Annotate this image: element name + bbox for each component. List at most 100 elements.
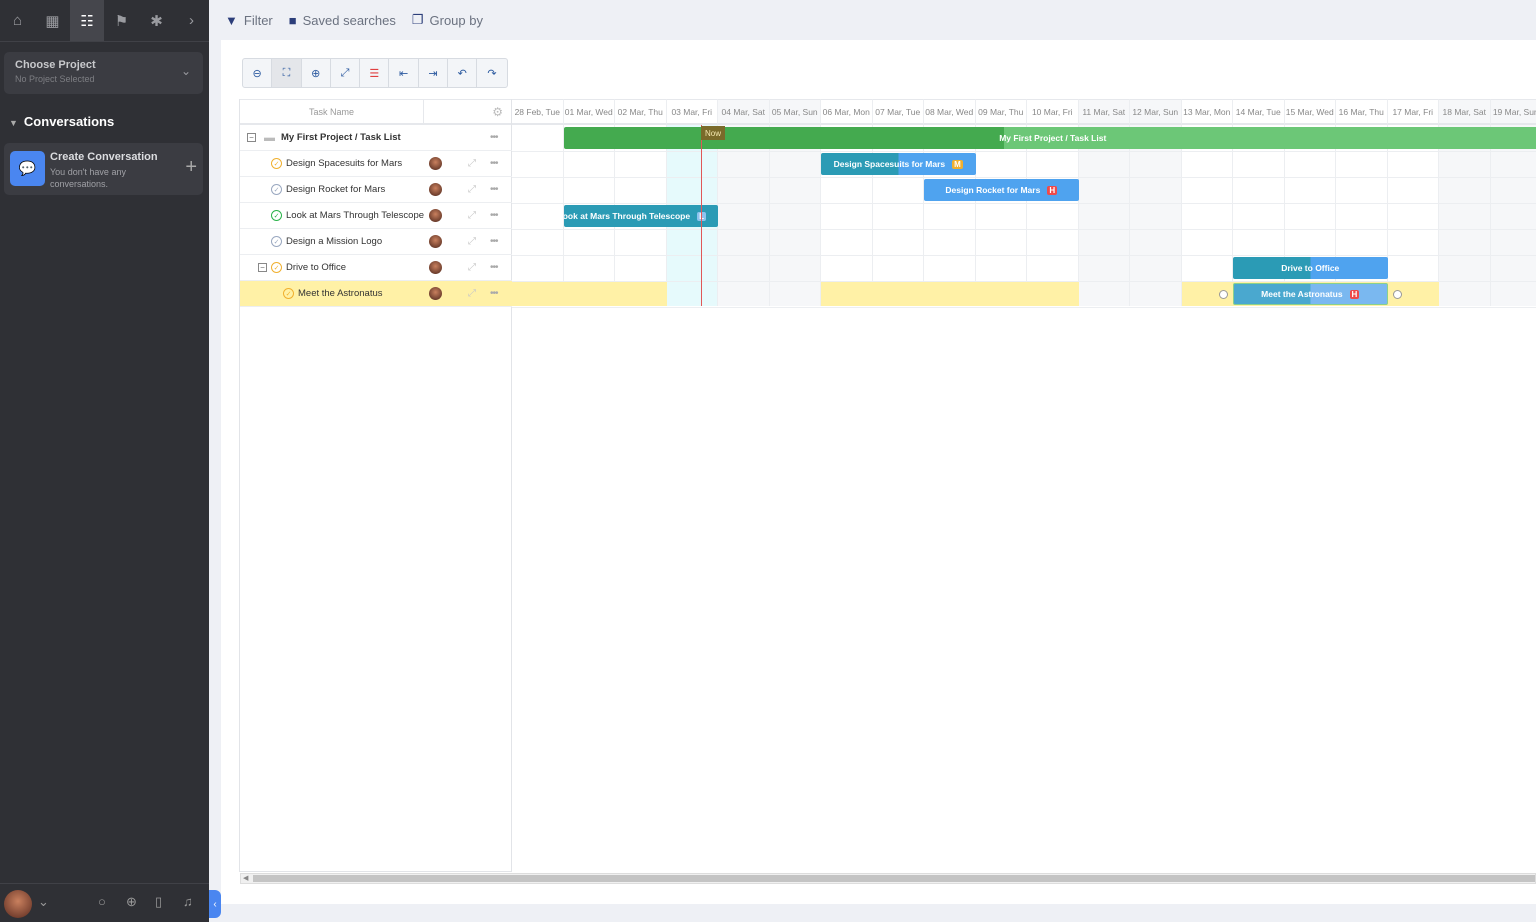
expand-icon[interactable]: ⤢ — [468, 288, 476, 299]
task-row[interactable]: − ✓ Drive to Office ⤢ ••• — [240, 255, 512, 281]
gear-icon[interactable]: ⚙ — [492, 104, 503, 119]
project-selector[interactable]: Choose Project No Project Selected ⌄ — [4, 52, 203, 94]
more-options-icon[interactable]: ••• — [490, 158, 498, 169]
task-name-header[interactable]: Task Name — [240, 100, 424, 123]
filter-icon: ▼ — [225, 12, 238, 28]
more-options-icon[interactable]: ••• — [490, 132, 498, 143]
bookmark-icon[interactable]: ▯ — [155, 894, 163, 909]
date-header: 15 Mar, Wed — [1284, 99, 1336, 125]
task-name: Design Spacesuits for Mars — [286, 158, 403, 169]
outdent-icon[interactable]: ⇤ — [389, 59, 419, 87]
task-row[interactable]: ✓ Design Spacesuits for Mars ⤢ ••• — [240, 151, 512, 177]
indent-icon[interactable]: ⇥ — [419, 59, 449, 87]
more-options-icon[interactable]: ••• — [490, 236, 498, 247]
fullscreen-icon[interactable]: ⤢ — [331, 59, 361, 87]
search-icon[interactable]: ○ — [98, 894, 106, 909]
date-header: 28 Feb, Tue — [512, 99, 564, 125]
more-options-icon[interactable]: ••• — [490, 184, 498, 195]
task-row[interactable]: ✓ Design a Mission Logo ⤢ ••• — [240, 229, 512, 255]
status-check-icon[interactable]: ✓ — [271, 262, 282, 273]
flag-icon[interactable]: ⚑ — [114, 12, 129, 30]
task-bar[interactable]: Look at Mars Through TelescopeL — [563, 205, 718, 227]
create-conversation[interactable]: 💬 Create Conversation You don't have any… — [4, 143, 203, 195]
expand-icon[interactable]: ⤢ — [468, 210, 476, 221]
add-circle-icon[interactable]: ⊕ — [126, 894, 137, 909]
date-header: 09 Mar, Thu — [975, 99, 1027, 125]
assignee-avatar[interactable] — [429, 157, 442, 170]
redo-icon[interactable]: ↷ — [487, 67, 497, 80]
status-check-icon[interactable]: ✓ — [271, 236, 282, 247]
zoom-to-fit-icon[interactable]: ⛶ — [272, 59, 302, 87]
undo-icon[interactable]: ↶ — [448, 59, 478, 87]
more-options-icon[interactable]: ••• — [490, 288, 498, 299]
chevron-down-icon[interactable]: ⌄ — [38, 894, 49, 909]
filter-button[interactable]: ▼ Filter — [225, 13, 273, 28]
grid-icon[interactable]: ▦ — [45, 12, 60, 30]
task-row[interactable]: ✓ Meet the Astronatus ⤢ ••• — [240, 281, 512, 307]
home-icon[interactable]: ⌂ — [12, 12, 23, 29]
task-bar[interactable]: Design Rocket for Mars H — [924, 179, 1079, 201]
caret-down-icon: ▼ — [9, 118, 18, 128]
more-options-icon[interactable]: ••• — [490, 210, 498, 221]
critical-path-icon[interactable]: ☰ — [360, 59, 390, 87]
task-row[interactable]: ✓ Look at Mars Through Telescope ⤢ ••• — [240, 203, 512, 229]
horizontal-scrollbar[interactable]: ◀ — [240, 873, 1536, 884]
zoom-in-icon[interactable]: ⊕ — [302, 59, 331, 87]
task-name: Design Rocket for Mars — [286, 184, 386, 195]
expand-icon[interactable]: ⤢ — [468, 184, 476, 195]
status-check-icon[interactable]: ✓ — [271, 158, 282, 169]
task-name: Look at Mars Through Telescope — [286, 210, 425, 221]
user-avatar[interactable] — [4, 890, 32, 918]
expand-icon[interactable]: ⤢ — [468, 236, 476, 247]
task-row[interactable]: ✓ Design Rocket for Mars ⤢ ••• — [240, 177, 512, 203]
day-column — [512, 125, 564, 306]
day-column — [924, 125, 976, 306]
task-name: My First Project / Task List — [281, 132, 401, 143]
status-check-icon[interactable]: ✓ — [271, 210, 282, 221]
chevron-right-icon[interactable]: › — [189, 12, 194, 29]
collapse-sidebar-button[interactable]: ‹ — [209, 890, 221, 918]
filter-label: Filter — [243, 12, 273, 28]
task-row[interactable]: − ▬ My First Project / Task List ••• — [240, 125, 512, 151]
expand-icon[interactable]: ⤢ — [468, 158, 476, 169]
zoom-out-icon[interactable]: ⊖ — [243, 59, 273, 87]
conversations-header[interactable]: ▼ Conversations — [9, 114, 114, 129]
bug-icon[interactable]: ✱ — [150, 12, 163, 30]
task-bar[interactable]: Design Spacesuits for Mars M — [821, 153, 976, 175]
now-marker — [701, 125, 702, 306]
group-by-label: Group by — [429, 12, 483, 28]
conversations-label: Conversations — [23, 114, 115, 129]
bell-icon[interactable]: ♫ — [183, 894, 193, 909]
status-check-icon[interactable]: ✓ — [271, 184, 282, 195]
status-check-icon[interactable]: ✓ — [283, 288, 294, 299]
expand-icon[interactable]: ⤢ — [468, 262, 476, 273]
task-bar[interactable]: Meet the Astronatus H — [1233, 283, 1388, 305]
grid-header: Task Name ⚙ — [240, 99, 511, 125]
link-handle[interactable] — [1392, 290, 1402, 299]
collapse-icon[interactable]: − — [247, 133, 256, 142]
task-bar[interactable]: My First Project / Task List — [563, 127, 1536, 149]
more-options-icon[interactable]: ••• — [490, 262, 498, 273]
link-handle[interactable] — [1219, 290, 1228, 299]
date-header: 16 Mar, Thu — [1336, 99, 1388, 125]
assignee-avatar[interactable] — [429, 183, 442, 196]
tasks-icon[interactable]: ☷ — [70, 0, 104, 41]
scroll-left-icon[interactable]: ◀ — [243, 875, 249, 882]
assignee-avatar[interactable] — [429, 235, 442, 248]
assignee-avatar[interactable] — [429, 287, 442, 300]
group-by-button[interactable]: ❐ Group by — [412, 12, 483, 28]
assignee-avatar[interactable] — [429, 209, 442, 222]
day-column — [1285, 125, 1336, 306]
saved-searches-button[interactable]: ■ Saved searches — [289, 13, 396, 28]
date-header: 06 Mar, Mon — [821, 99, 873, 125]
assignee-avatar[interactable] — [429, 261, 442, 274]
sidebar: ⌂ ▦ ☷ ⚑ ✱ › Choose Project No Project Se… — [0, 0, 209, 922]
now-label: Now — [701, 126, 725, 140]
task-bar[interactable]: Drive to Office — [1233, 257, 1388, 279]
scrollbar-thumb[interactable] — [253, 875, 1535, 882]
plus-icon[interactable]: + — [185, 156, 197, 178]
collapse-icon[interactable]: − — [258, 263, 267, 272]
date-header: 17 Mar, Fri — [1387, 99, 1439, 125]
day-column — [1388, 125, 1439, 306]
day-column — [769, 125, 821, 306]
